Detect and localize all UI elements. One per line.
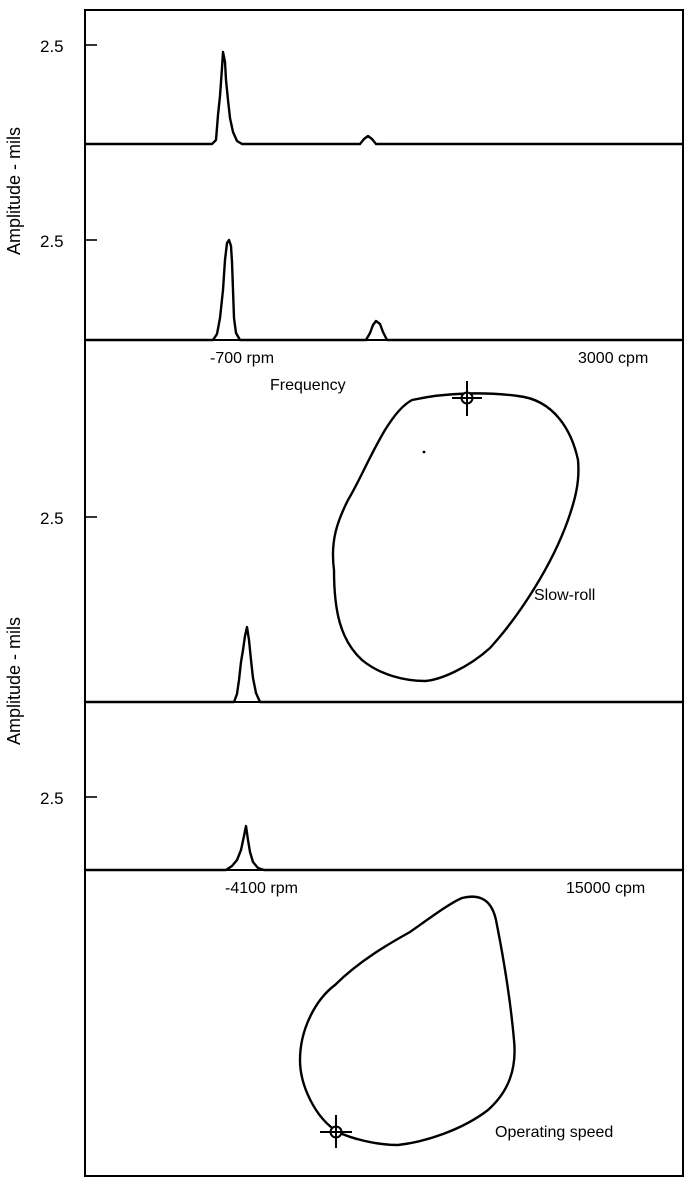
operating-speed-orbit-label: Operating speed <box>495 1124 613 1141</box>
frequency-axis-label: Frequency <box>270 377 346 394</box>
slow-roll-x-right-label: 3000 cpm <box>578 350 648 367</box>
slow-roll-orbit-label: Slow-roll <box>534 587 595 604</box>
operating-speed-keyphasor-marker <box>320 1115 352 1148</box>
tick-label: 2.5 <box>40 232 64 251</box>
operating-x-left-label: -4100 rpm <box>225 880 298 897</box>
spectrum-trace <box>83 50 685 146</box>
operating-x-right-label: 15000 cpm <box>566 880 645 897</box>
bottom-spectrum-frame <box>84 701 684 871</box>
tick-label: 2.5 <box>40 789 64 808</box>
tick-label: 2.5 <box>40 509 64 528</box>
spectrum-trace <box>83 238 685 342</box>
top-spectrum-frame <box>84 9 684 341</box>
slow-roll-orbit <box>331 392 580 683</box>
slow-roll-keyphasor-marker <box>452 381 482 416</box>
slow-roll-orbit-frame <box>84 339 684 703</box>
y-axis-label-bottom: Amplitude - mils <box>4 617 24 745</box>
orbit-center-dot <box>422 450 426 454</box>
y-axis-label-top: Amplitude - mils <box>4 127 24 255</box>
spectrum-trace <box>83 625 685 704</box>
slow-roll-x-left-label: -700 rpm <box>210 350 274 367</box>
operating-speed-orbit <box>298 895 516 1147</box>
spectrum-trace <box>83 824 685 872</box>
tick-label: 2.5 <box>40 37 64 56</box>
